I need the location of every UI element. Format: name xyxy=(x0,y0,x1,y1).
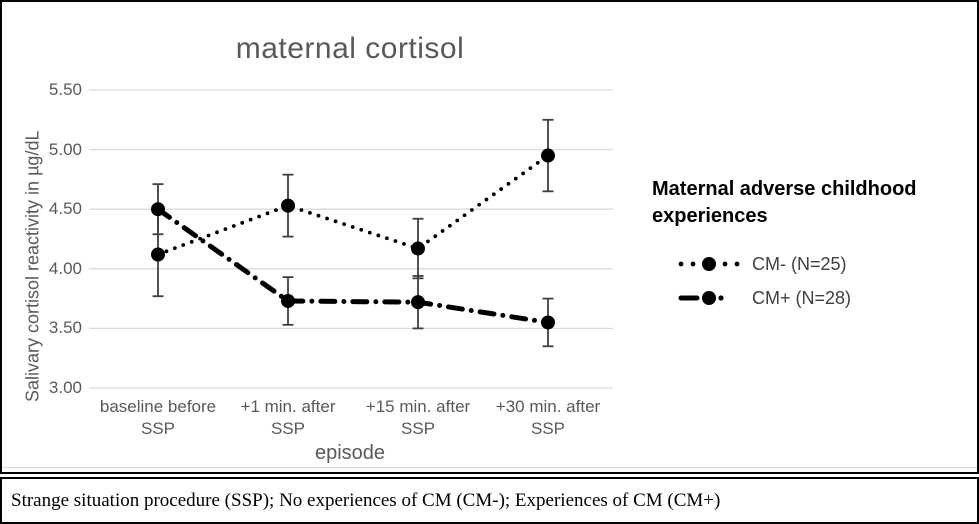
x-tick-label: baseline before SSP xyxy=(99,397,217,438)
y-tick-label: 5.50 xyxy=(48,80,82,99)
legend-entry: CM- (N=25) xyxy=(676,253,851,275)
x-tick-label: +30 min. after SSP xyxy=(495,397,601,438)
chart-title: maternal cortisol xyxy=(235,32,465,65)
series-line-cm-plus xyxy=(151,202,555,330)
series-line-cm-minus xyxy=(151,148,555,262)
x-tick-label: +15 min. after SSP xyxy=(365,397,471,438)
y-tick-label: 3.50 xyxy=(48,318,82,338)
chart-panel: maternal cortisol Salivary cortisol reac… xyxy=(0,0,979,474)
chart-plot xyxy=(89,89,613,389)
caption-text: Strange situation procedure (SSP); No ex… xyxy=(11,489,721,511)
legend-title: Maternal adverse childhood experiences xyxy=(652,178,917,227)
legend-line-dashdot-icon xyxy=(678,291,724,305)
legend-entry-label: CM+ (N=28) xyxy=(752,287,852,308)
legend-entry-label: CM- (N=25) xyxy=(752,253,847,274)
legend: CM- (N=25) CM+ (N=28) xyxy=(676,253,851,321)
y-tick-label: 4.00 xyxy=(48,258,82,278)
caption-box: Strange situation procedure (SSP); No ex… xyxy=(0,477,979,524)
gridlines xyxy=(89,89,613,389)
y-tick-label: 4.50 xyxy=(48,199,82,219)
legend-line-dotted-icon xyxy=(678,257,740,271)
y-tick-label: 3.00 xyxy=(48,378,82,397)
chart-bottom-edge xyxy=(2,467,977,468)
y-tick-label: 5.00 xyxy=(48,139,82,159)
x-axis-label: episode xyxy=(314,442,386,464)
legend-entry: CM+ (N=28) xyxy=(676,287,851,309)
x-tick-label: +1 min. after SSP xyxy=(240,397,336,438)
